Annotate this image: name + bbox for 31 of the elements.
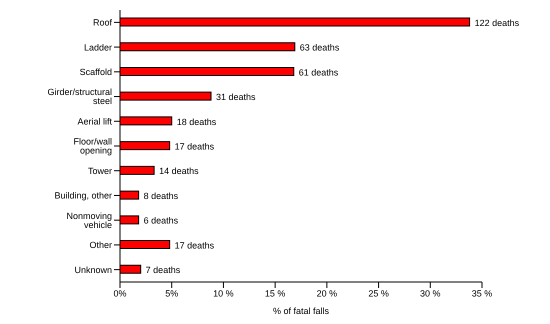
y-tick-label: Building, other bbox=[54, 190, 112, 201]
y-tick-label: Nonmoving vehicle bbox=[66, 210, 112, 230]
y-tick-label: Tower bbox=[88, 166, 112, 176]
x-axis-title: % of fatal falls bbox=[272, 306, 330, 316]
annotation: 17 deaths bbox=[174, 240, 215, 250]
x-tick-label: 30 % bbox=[420, 288, 441, 298]
annotation: 8 deaths bbox=[144, 190, 179, 201]
y-tick-label: Unknown bbox=[74, 264, 112, 275]
x-tick-label: 0% bbox=[113, 288, 127, 298]
annotation: 14 deaths bbox=[159, 166, 200, 176]
y-tick-label: Ladder bbox=[84, 42, 112, 52]
annotation: 61 deaths bbox=[298, 67, 339, 78]
annotation: 122 deaths bbox=[474, 18, 520, 28]
annotation: 63 deaths bbox=[300, 42, 340, 53]
annotation: 18 deaths bbox=[176, 116, 217, 127]
x-tick-label: 15 % bbox=[264, 288, 286, 298]
y-tick-label: Girder/structural steel bbox=[47, 87, 112, 106]
x-tick-label: 20 % bbox=[316, 288, 338, 298]
y-tick-label: Other bbox=[89, 240, 112, 250]
annotation: 6 deaths bbox=[144, 216, 179, 226]
x-tick-label: 35 % bbox=[472, 288, 492, 298]
x-tick-label: 5% bbox=[165, 288, 178, 298]
annotation: 31 deaths bbox=[216, 92, 256, 102]
x-tick-label: 25 % bbox=[368, 288, 389, 298]
annotation: 17 deaths bbox=[174, 142, 215, 152]
y-tick-label: Roof bbox=[92, 18, 112, 28]
annotation: 7 deaths bbox=[146, 265, 181, 276]
y-tick-label: Floor/wall opening bbox=[73, 136, 112, 156]
y-tick-label: Scaffold bbox=[80, 67, 112, 78]
y-tick-label: Aerial lift bbox=[77, 116, 112, 126]
x-tick-label: 10 % bbox=[213, 288, 234, 298]
